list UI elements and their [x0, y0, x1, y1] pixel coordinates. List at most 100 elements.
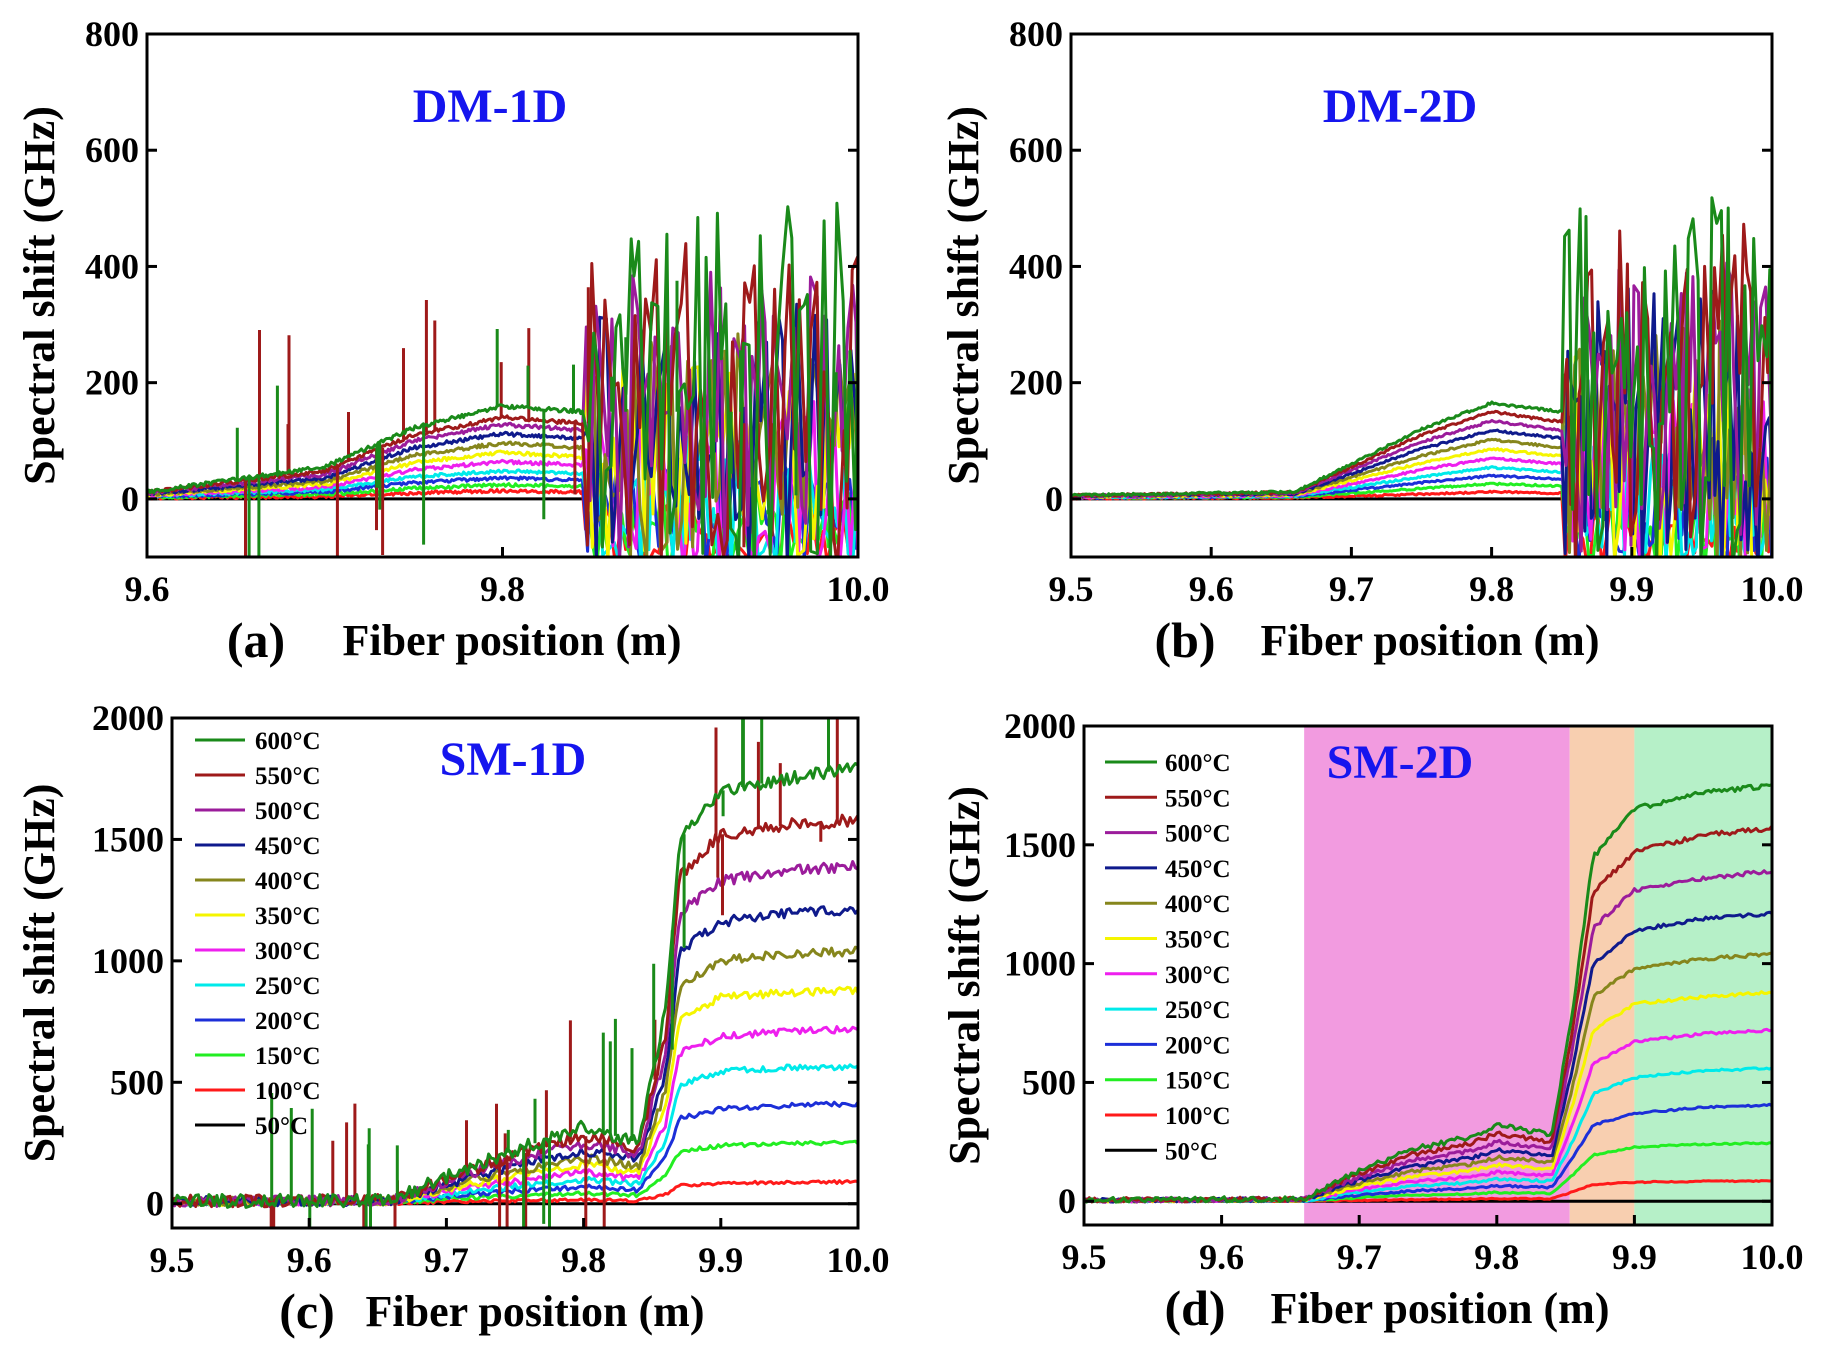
panel-d: 0 500 1000 1500 2000 9.5 9.6 9.7 9.8 9.9 10.0 Spect…: [940, 706, 1804, 1336]
x-tick-label: 10.0: [1741, 569, 1804, 609]
y-tick-label: 1000: [1004, 944, 1076, 984]
legend-entry: 150°C: [1165, 1068, 1231, 1095]
chart-title: SM-2D: [1327, 736, 1474, 789]
panel-label: (b): [1154, 612, 1215, 668]
legend-entry: 250°C: [1165, 997, 1231, 1024]
y-tick-label: 0: [146, 1184, 164, 1224]
x-tick-label: 9.8: [1469, 569, 1514, 609]
legend-entry: 600°C: [255, 728, 321, 755]
y-axis-label: Spectral shift (GHz): [15, 784, 64, 1163]
legend-entry: 350°C: [1165, 927, 1231, 954]
panel-b: 0 200 400 600 800 9.5 9.6 9.7 9.8 9.9 10.0 Spectral…: [939, 14, 1804, 668]
axes-frame: [1082, 724, 1774, 1227]
x-tick-label: 9.9: [1609, 569, 1654, 609]
y-tick-label: 800: [85, 14, 139, 54]
legend-entry: 300°C: [255, 938, 321, 965]
series-spikes: [270, 718, 830, 1228]
y-tick-label: 600: [85, 130, 139, 170]
y-tick-label: 0: [1058, 1181, 1076, 1221]
panel-label: (a): [227, 612, 285, 668]
chart-title: SM-1D: [440, 733, 587, 786]
x-tick-label: 10.0: [827, 569, 890, 609]
legend-entry: 100°C: [1165, 1103, 1231, 1130]
plot-area: [147, 201, 858, 557]
shaded-region-1: [1304, 726, 1570, 1225]
y-tick-label: 1000: [92, 941, 164, 981]
legend-entry: 50°C: [1165, 1138, 1218, 1165]
series-line-600deg-c: [147, 201, 858, 557]
series-spikes: [235, 280, 838, 557]
x-axis-label: Fiber position (m): [366, 1287, 705, 1336]
y-tick-label: 400: [85, 246, 139, 286]
legend-entry: 150°C: [255, 1043, 321, 1070]
x-tick-label: 9.8: [561, 1240, 606, 1280]
x-tick-label: 9.5: [150, 1240, 195, 1280]
legend-entry: 200°C: [255, 1008, 321, 1035]
y-tick-label: 500: [110, 1062, 164, 1102]
x-tick-label: 9.7: [1329, 569, 1374, 609]
legend-entry: 350°C: [255, 903, 321, 930]
panel-label: (c): [279, 1283, 335, 1339]
y-tick-label: 0: [1045, 479, 1063, 519]
y-tick-label: 600: [1009, 130, 1063, 170]
x-axis-label: Fiber position (m): [343, 616, 682, 665]
series-line-600deg-c: [172, 762, 858, 1209]
y-axis-label: Spectral shift (GHz): [940, 786, 989, 1165]
x-tick-label: 9.5: [1049, 569, 1094, 609]
legend-entry: 600°C: [1165, 750, 1231, 777]
y-tick-label: 2000: [1004, 706, 1076, 746]
x-tick-label: 9.9: [698, 1240, 743, 1280]
legend: 600°C 550°C 500°C 450°C 400°C 350°C 300°C 250°C…: [1105, 750, 1231, 1165]
y-axis-label: Spectral shift (GHz): [939, 106, 988, 485]
x-tick-label: 10.0: [827, 1240, 890, 1280]
legend-entry: 300°C: [1165, 962, 1231, 989]
legend-entry: 450°C: [255, 833, 321, 860]
y-tick-label: 200: [85, 363, 139, 403]
plot-area: [1071, 196, 1772, 557]
series-line-550deg-c: [172, 813, 858, 1209]
panel-a: 0 200 400 600 800 9.6 9.8 10.0 Spectral shift (G…: [15, 14, 890, 668]
series-line-600deg-c: [1084, 783, 1772, 1204]
chart-title: DM-2D: [1323, 80, 1478, 133]
y-tick-label: 0: [121, 479, 139, 519]
legend-entry: 550°C: [255, 763, 321, 790]
legend-entry: 100°C: [255, 1078, 321, 1105]
x-tick-label: 9.5: [1062, 1237, 1107, 1277]
chart-title: DM-1D: [413, 80, 568, 133]
shaded-region-3: [1634, 726, 1772, 1225]
x-tick-label: 9.6: [1199, 1237, 1244, 1277]
axes-frame: [170, 716, 860, 1230]
x-tick-label: 10.0: [1741, 1237, 1804, 1277]
x-tick-label: 9.7: [424, 1240, 469, 1280]
y-tick-label: 1500: [92, 819, 164, 859]
legend-entry: 200°C: [1165, 1032, 1231, 1059]
series-line-550deg-c: [147, 242, 858, 557]
legend-entry: 550°C: [1165, 785, 1231, 812]
series-line-600deg-c: [1071, 196, 1772, 557]
plot-area: [1084, 783, 1772, 1204]
y-tick-label: 500: [1022, 1062, 1076, 1102]
x-tick-label: 9.8: [1474, 1237, 1519, 1277]
x-axis-label: Fiber position (m): [1271, 1284, 1610, 1333]
x-axis-label: Fiber position (m): [1261, 616, 1600, 665]
y-tick-label: 1500: [1004, 825, 1076, 865]
x-tick-label: 9.8: [480, 569, 525, 609]
series-spikes: [244, 287, 823, 557]
legend-entry: 250°C: [255, 973, 321, 1000]
y-axis-label: Spectral shift (GHz): [15, 106, 64, 485]
legend-entry: 400°C: [1165, 891, 1231, 918]
x-tick-label: 9.7: [1337, 1237, 1382, 1277]
y-tick-label: 400: [1009, 246, 1063, 286]
y-tick-label: 200: [1009, 363, 1063, 403]
legend-entry: 500°C: [255, 798, 321, 825]
legend-entry: 450°C: [1165, 856, 1231, 883]
legend: 600°C 550°C 500°C 450°C 400°C 350°C 300°C 250°C…: [195, 728, 321, 1140]
x-tick-label: 9.9: [1612, 1237, 1657, 1277]
legend-entry: 50°C: [255, 1113, 308, 1140]
plot-area: [172, 718, 858, 1228]
y-tick-label: 800: [1009, 14, 1063, 54]
panel-label: (d): [1164, 1280, 1225, 1336]
x-tick-label: 9.6: [287, 1240, 332, 1280]
x-tick-label: 9.6: [1189, 569, 1234, 609]
